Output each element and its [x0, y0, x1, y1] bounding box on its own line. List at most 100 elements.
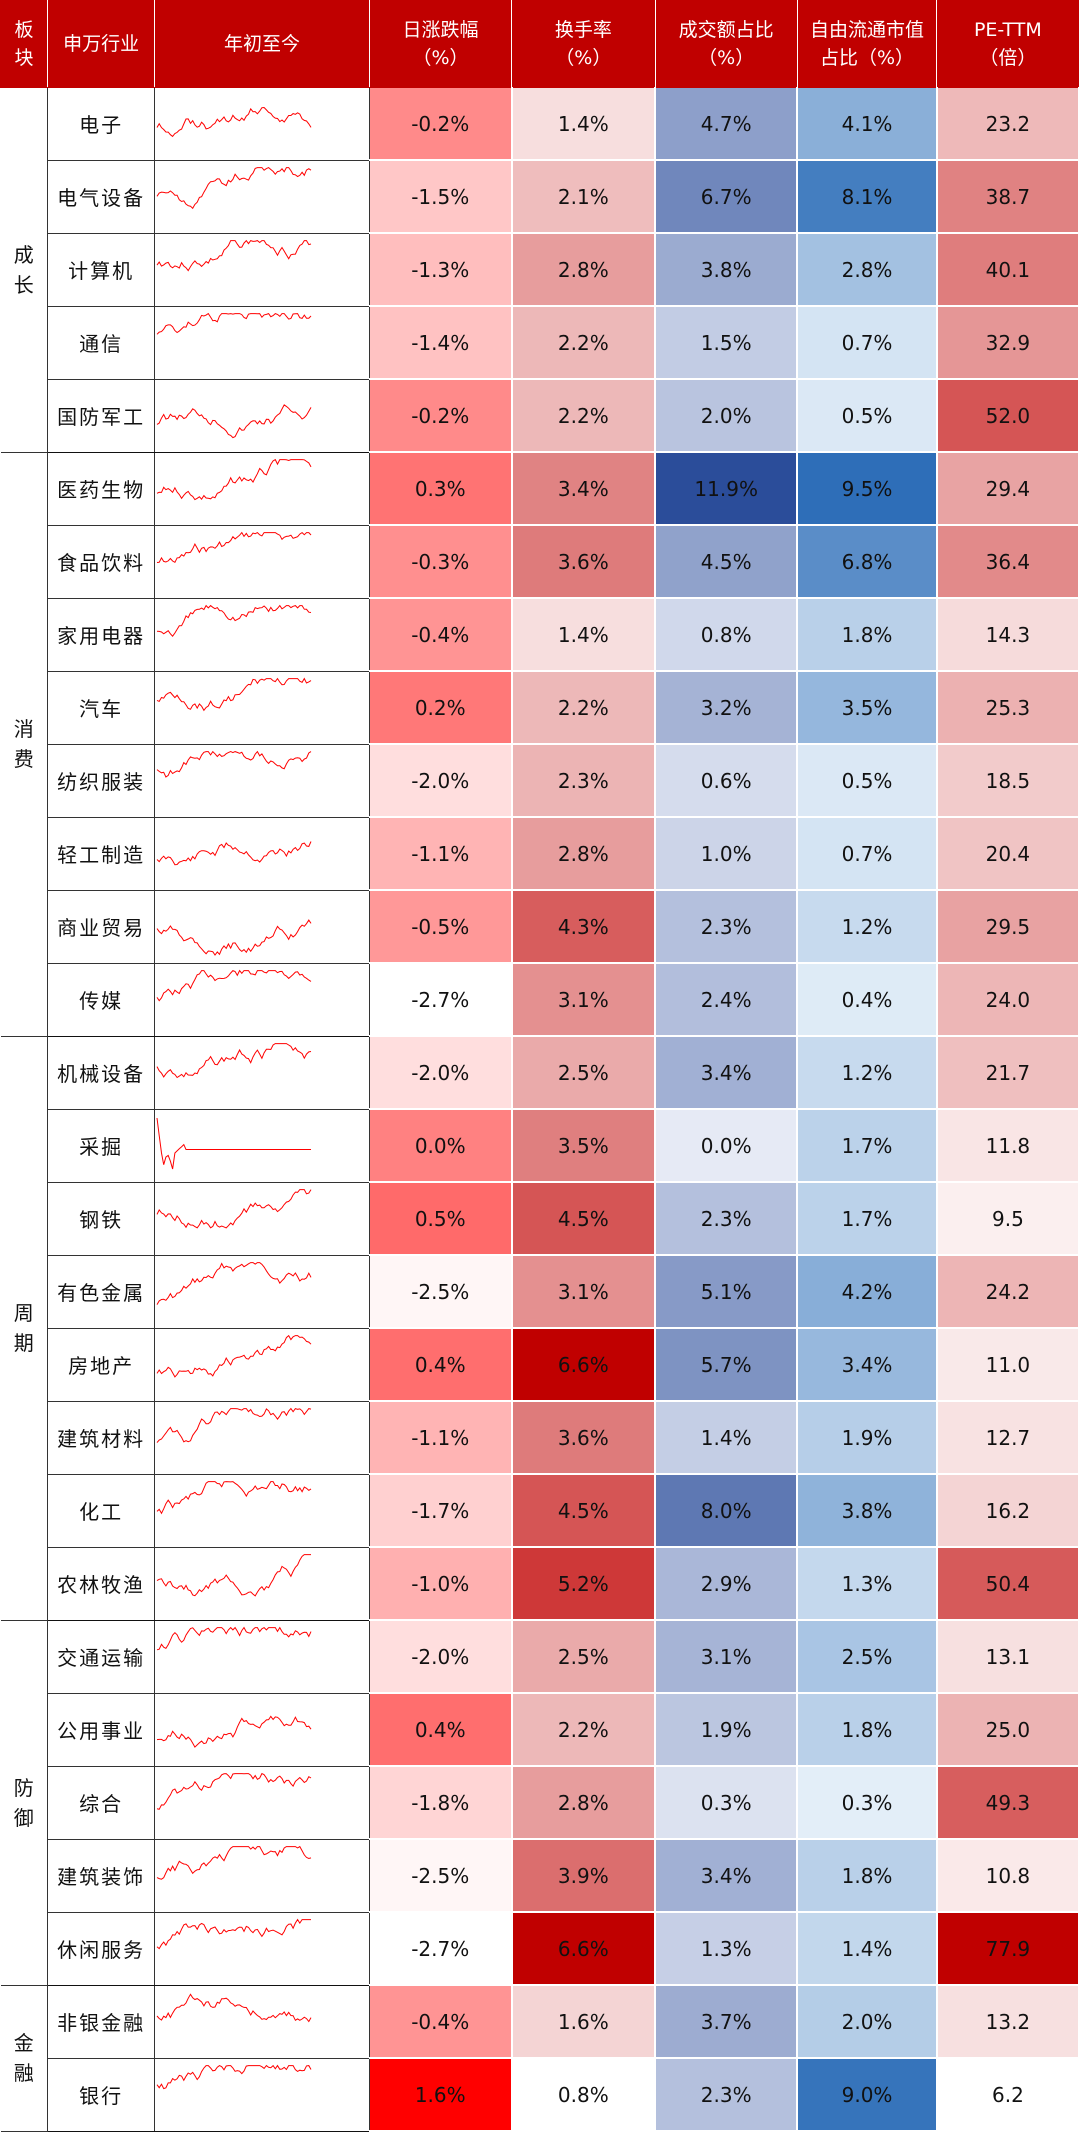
float-share-cell: 0.3%: [797, 1766, 938, 1840]
industry-name: 房地产: [47, 1328, 156, 1402]
table-row: 商业贸易 -0.5% 4.3% 2.3% 1.2% 29.5: [1, 890, 1080, 964]
ytd-sparkline: [154, 744, 370, 818]
ytd-sparkline: [154, 671, 370, 745]
float-share-cell: 0.4%: [797, 963, 938, 1037]
daily-change-cell: -1.1%: [369, 1401, 513, 1475]
sparkline-svg: [156, 1407, 312, 1443]
float-share-cell: 0.7%: [797, 306, 938, 380]
sparkline-svg: [156, 1261, 312, 1305]
daily-change-cell: 0.3%: [369, 452, 513, 526]
sparkline-path: [156, 1480, 312, 1514]
daily-change-cell: -0.5%: [369, 890, 513, 964]
industry-name: 休闲服务: [47, 1912, 156, 1986]
sparkline-path: [156, 1407, 312, 1443]
pe-ttm-cell: 13.1: [936, 1620, 1080, 1694]
float-share-cell: 8.1%: [797, 160, 938, 234]
daily-change-cell: -1.0%: [369, 1547, 513, 1621]
sparkline-svg: [156, 1334, 312, 1378]
turnover-cell: 2.1%: [511, 160, 657, 234]
float-share-cell: 4.2%: [797, 1255, 938, 1329]
float-share-cell: 1.9%: [797, 1401, 938, 1475]
daily-change-cell: -1.8%: [369, 1766, 513, 1840]
turnover-cell: 1.4%: [511, 598, 657, 672]
volume-share-cell: 3.1%: [655, 1620, 799, 1694]
industry-name: 非银金融: [47, 1985, 156, 2059]
volume-share-cell: 3.8%: [655, 233, 799, 307]
float-share-cell: 1.7%: [797, 1182, 938, 1256]
table-row: 银行 1.6% 0.8% 2.3% 9.0% 6.2: [1, 2058, 1080, 2132]
daily-change-cell: -1.4%: [369, 306, 513, 380]
table-row: 农林牧渔 -1.0% 5.2% 2.9% 1.3% 50.4: [1, 1547, 1080, 1621]
float-share-cell: 1.8%: [797, 1839, 938, 1913]
float-share-cell: 0.7%: [797, 817, 938, 891]
pe-ttm-cell: 50.4: [936, 1547, 1080, 1621]
sparkline-path: [156, 312, 312, 335]
header-pe-ttm: PE-TTM （倍）: [936, 0, 1080, 88]
sparkline-svg: [156, 1042, 312, 1078]
ytd-sparkline: [154, 1401, 370, 1475]
float-share-cell: 4.1%: [797, 87, 938, 161]
pe-ttm-cell: 24.0: [936, 963, 1080, 1037]
float-share-cell: 1.2%: [797, 1036, 938, 1110]
industry-name: 纺织服装: [47, 744, 156, 818]
industry-name: 农林牧渔: [47, 1547, 156, 1621]
sparkline-path: [156, 1334, 312, 1378]
sparkline-path: [157, 1715, 312, 1748]
turnover-cell: 2.5%: [511, 1036, 657, 1110]
ytd-sparkline: [154, 963, 370, 1037]
sparkline-svg: [157, 458, 312, 500]
sparkline-path: [157, 604, 312, 637]
turnover-cell: 3.9%: [511, 1839, 657, 1913]
volume-share-cell: 5.7%: [655, 1328, 799, 1402]
table-row: 采掘 0.0% 3.5% 0.0% 1.7% 11.8: [1, 1109, 1080, 1183]
volume-share-cell: 2.4%: [655, 963, 799, 1037]
turnover-cell: 3.6%: [511, 525, 657, 599]
sparkline-path: [156, 166, 312, 209]
ytd-sparkline: [154, 1328, 370, 1402]
volume-share-cell: 1.3%: [655, 1912, 799, 1986]
volume-share-cell: 1.0%: [655, 817, 799, 891]
ytd-sparkline: [154, 1693, 370, 1767]
daily-change-cell: -1.1%: [369, 817, 513, 891]
float-share-cell: 2.0%: [797, 1985, 938, 2059]
daily-change-cell: -1.7%: [369, 1474, 513, 1548]
daily-change-cell: -2.5%: [369, 1839, 513, 1913]
float-share-cell: 3.4%: [797, 1328, 938, 1402]
table-row: 公用事业 0.4% 2.2% 1.9% 1.8% 25.0: [1, 1693, 1080, 1767]
sparkline-svg: [156, 403, 312, 438]
industry-name: 医药生物: [47, 452, 156, 526]
volume-share-cell: 0.6%: [655, 744, 799, 818]
daily-change-cell: -0.4%: [369, 1985, 513, 2059]
sparkline-svg: [157, 1715, 312, 1748]
industry-name: 通信: [47, 306, 156, 380]
float-share-cell: 1.2%: [797, 890, 938, 964]
sector-label: 成长: [0, 87, 48, 453]
daily-change-cell: -2.7%: [369, 963, 513, 1037]
sector-char-top: 消: [13, 717, 34, 741]
sparkline-svg: [156, 1992, 312, 2022]
pe-ttm-cell: 11.0: [936, 1328, 1080, 1402]
sparkline-svg: [156, 1553, 312, 1597]
table-row: 金融非银金融 -0.4% 1.6% 3.7% 2.0% 13.2: [0, 1985, 1080, 2132]
ytd-sparkline: [154, 598, 370, 672]
table-row: 传媒 -2.7% 3.1% 2.4% 0.4% 24.0: [1, 963, 1080, 1037]
sparkline-svg: [156, 1117, 312, 1169]
sector-char-bottom: 御: [13, 1805, 34, 1830]
volume-share-cell: 0.0%: [655, 1109, 799, 1183]
table-row: 电气设备 -1.5% 2.1% 6.7% 8.1% 38.7: [1, 160, 1080, 234]
header-industry: 申万行业: [46, 0, 156, 88]
pe-ttm-cell: 20.4: [936, 817, 1080, 891]
sparkline-svg: [157, 531, 312, 563]
header-daily-change: 日涨跌幅 （%）: [368, 0, 513, 88]
industry-name: 食品饮料: [47, 525, 156, 599]
sparkline-path: [156, 918, 312, 956]
volume-share-cell: 0.8%: [655, 598, 799, 672]
volume-share-cell: 2.9%: [655, 1547, 799, 1621]
pe-ttm-cell: 9.5: [936, 1182, 1080, 1256]
float-share-cell: 9.0%: [797, 2058, 938, 2132]
sparkline-path: [156, 969, 312, 1002]
pe-ttm-cell: 29.4: [936, 452, 1080, 526]
float-share-cell: 1.8%: [797, 598, 938, 672]
pe-ttm-cell: 12.7: [936, 1401, 1080, 1475]
